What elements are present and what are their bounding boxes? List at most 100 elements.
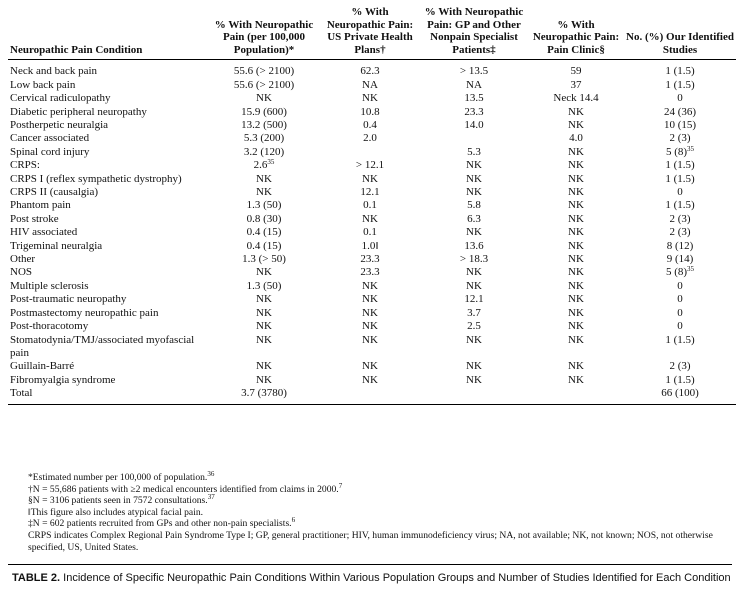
caption-label: TABLE 2.: [12, 572, 61, 584]
condition-name: Other: [10, 253, 36, 266]
table-row: Cervical radiculopathy NK NK 13.5 Neck 14.4 0: [8, 92, 736, 105]
table-cell: NK: [208, 173, 320, 186]
cell-value: NK: [256, 360, 272, 373]
table-cell: NK: [528, 106, 624, 119]
footnote-text: †N = 55,686 patients with ≥2 medical enc…: [28, 483, 339, 495]
table-cell: NK: [320, 307, 420, 320]
footnote: †N = 55,686 patients with ≥2 medical enc…: [28, 482, 734, 496]
cell-value: NK: [466, 186, 482, 199]
table-cell: 5.3: [420, 146, 528, 159]
cell-value: 55.6 (> 2100): [233, 78, 295, 91]
table-row: HIV associated 0.4 (15) 0.1 NK NK 2 (3): [8, 226, 736, 239]
table-row: Spinal cord injury 3.2 (120) 5.3 NK 5 (8)35: [8, 145, 736, 159]
table-cell: CRPS:: [8, 159, 208, 172]
table-cell: 1 (1.5): [624, 374, 736, 387]
table-cell: NK: [320, 320, 420, 333]
condition-name: Multiple sclerosis: [10, 279, 89, 292]
cell-value: 2 (3): [669, 132, 691, 145]
cell-value: NK: [256, 172, 272, 185]
table-cell: Multiple sclerosis: [8, 280, 208, 293]
cell-value: NK: [568, 239, 584, 252]
cell-value: 0: [677, 293, 683, 306]
cell-value: 1 (1.5): [665, 172, 695, 185]
cell-value: 5.8: [467, 199, 481, 212]
cell-value: 1 (1.5): [665, 65, 695, 78]
table-cell: 1 (1.5): [624, 159, 736, 172]
cell-value: 0: [677, 186, 683, 199]
superscript: 35: [267, 158, 275, 167]
cell-value: 2.5: [467, 320, 481, 333]
table-cell: NK: [528, 374, 624, 387]
cell-value: NK: [362, 333, 378, 346]
table-cell: Postherpetic neuralgia: [8, 119, 208, 132]
table-cell: [320, 387, 420, 405]
cell-value: NK: [466, 266, 482, 279]
cell-value: NK: [568, 266, 584, 279]
table-cell: NA: [420, 79, 528, 92]
table-cell: 0: [624, 92, 736, 105]
table-cell: 14.0: [420, 119, 528, 132]
cell-value: NA: [362, 78, 378, 91]
cell-value: 66 (100): [661, 387, 699, 400]
cell-value: NK: [568, 293, 584, 306]
table-row: Trigeminal neuralgia 0.4 (15) 1.0‖ 13.6 NK 8 …: [8, 240, 736, 253]
table-cell: 13.5: [420, 92, 528, 105]
table-cell: Post-thoracotomy: [8, 320, 208, 333]
table-row: CRPS I (reflex sympathetic dystrophy) NK N…: [8, 173, 736, 186]
condition-name: CRPS:: [10, 159, 40, 172]
cell-value: NK: [568, 172, 584, 185]
table-cell: 0.1: [320, 199, 420, 212]
table-cell: Guillain-Barré: [8, 360, 208, 373]
table-row: Fibromyalgia syndrome NK NK NK NK 1 (1.5): [8, 374, 736, 387]
header-row: Neuropathic Pain Condition% With Neuropa…: [8, 6, 736, 61]
cell-value: NK: [568, 145, 584, 158]
table-cell: [528, 387, 624, 405]
cell-value: NK: [568, 373, 584, 386]
table-row: Total 3.7 (3780) 66 (100): [8, 387, 736, 405]
condition-name: Stomatodynia/TMJ/associated myofascial p…: [10, 333, 195, 359]
table-row: Postherpetic neuralgia 13.2 (500) 0.4 14.0 N…: [8, 119, 736, 132]
cell-value: NK: [568, 105, 584, 118]
table-cell: 2 (3): [624, 360, 736, 373]
table-cell: 0.8 (30): [208, 213, 320, 226]
table-row: Diabetic peripheral neuropathy 15.9 (600)…: [8, 106, 736, 119]
table-row: Stomatodynia/TMJ/associated myofascial p…: [8, 334, 736, 361]
table-body: Neck and back pain 55.6 (> 2100) 62.3 > 13.…: [8, 60, 736, 405]
condition-name: Postmastectomy neuropathic pain: [10, 306, 159, 319]
superscript: 37: [207, 493, 215, 502]
table-cell: 55.6 (> 2100): [208, 79, 320, 92]
table-cell: 24 (36): [624, 106, 736, 119]
footnote-text: CRPS indicates Complex Regional Pain Syn…: [28, 529, 713, 553]
table-row: Post stroke 0.8 (30) NK 6.3 NK 2 (3): [8, 213, 736, 226]
table-cell: NK: [528, 307, 624, 320]
cell-value: NK: [362, 320, 378, 333]
cell-value: NK: [256, 333, 272, 346]
table-cell: NK: [528, 186, 624, 199]
cell-value: NK: [362, 212, 378, 225]
table-cell: NK: [420, 226, 528, 239]
table-cell: 5.8: [420, 199, 528, 212]
table-cell: NK: [528, 266, 624, 279]
table-cell: [420, 132, 528, 145]
table-cell: NK: [320, 213, 420, 226]
cell-value: NK: [362, 293, 378, 306]
table-row: Postmastectomy neuropathic pain NK NK 3.7 NK…: [8, 307, 736, 320]
table-cell: Neck 14.4: [528, 92, 624, 105]
cell-value: 3.2 (120): [243, 145, 285, 158]
cell-value: 1 (1.5): [665, 159, 695, 172]
table-cell: 59: [528, 60, 624, 79]
table-cell: Cervical radiculopathy: [8, 92, 208, 105]
table-cell: NK: [420, 374, 528, 387]
table-cell: CRPS I (reflex sympathetic dystrophy): [8, 173, 208, 186]
cell-value: 10 (15): [663, 119, 697, 131]
table-cell: [420, 387, 528, 405]
cell-value: NK: [568, 199, 584, 212]
condition-name: Guillain-Barré: [10, 360, 75, 373]
table-cell: [320, 146, 420, 159]
cell-value: 3.7 (3780): [241, 387, 287, 400]
table-cell: NK: [320, 173, 420, 186]
table-cell: 1 (1.5): [624, 60, 736, 79]
cell-value: 5 (8): [665, 266, 688, 279]
table-cell: NK: [420, 360, 528, 373]
